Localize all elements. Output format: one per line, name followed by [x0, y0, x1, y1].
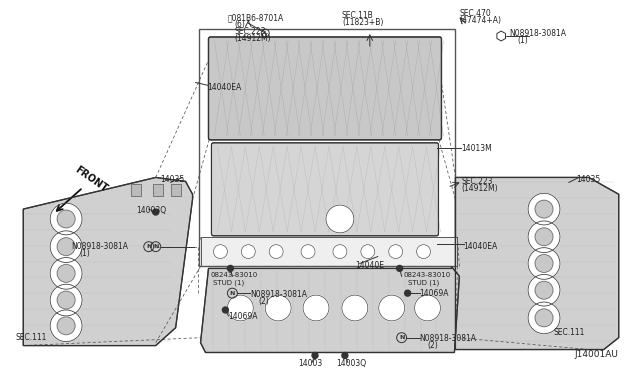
Circle shape [528, 193, 560, 225]
Text: (1): (1) [517, 36, 528, 45]
Circle shape [404, 290, 411, 296]
Circle shape [535, 281, 553, 299]
Circle shape [57, 210, 75, 228]
Circle shape [417, 245, 431, 259]
Bar [198, 29, 456, 266]
Circle shape [50, 310, 82, 341]
Circle shape [227, 266, 234, 272]
Text: STUD (1): STUD (1) [408, 279, 439, 286]
Text: 14003: 14003 [298, 359, 323, 368]
Text: Ⓑ081B6-8701A: Ⓑ081B6-8701A [227, 13, 284, 22]
Bar [153, 185, 163, 196]
Text: 14013M: 14013M [461, 144, 492, 153]
Text: (14912M): (14912M) [234, 34, 271, 43]
Circle shape [214, 245, 227, 259]
Text: N08918-3081A: N08918-3081A [420, 334, 477, 343]
Text: (6): (6) [234, 20, 245, 29]
Circle shape [415, 295, 440, 321]
Bar [200, 237, 458, 266]
Circle shape [326, 205, 354, 233]
Circle shape [379, 295, 404, 321]
Circle shape [241, 245, 255, 259]
Circle shape [57, 238, 75, 256]
Circle shape [265, 295, 291, 321]
Text: 14040EA: 14040EA [463, 242, 498, 251]
Circle shape [50, 257, 82, 289]
FancyBboxPatch shape [211, 143, 438, 236]
Circle shape [361, 245, 375, 259]
Text: N: N [230, 291, 235, 296]
Text: STUD (1): STUD (1) [214, 279, 244, 286]
Circle shape [528, 302, 560, 334]
Circle shape [528, 275, 560, 306]
Circle shape [528, 248, 560, 279]
Text: (2): (2) [428, 341, 438, 350]
Text: 08243-83010: 08243-83010 [404, 272, 451, 278]
Bar [171, 185, 180, 196]
Text: FRONT: FRONT [73, 165, 109, 194]
Text: 14003Q: 14003Q [336, 359, 366, 368]
Text: SEC.470: SEC.470 [460, 9, 491, 18]
Circle shape [342, 353, 348, 359]
Text: (11823+B): (11823+B) [342, 18, 383, 27]
Polygon shape [497, 31, 506, 41]
Circle shape [153, 209, 159, 215]
Text: 14040E: 14040E [355, 260, 384, 270]
Bar [131, 185, 141, 196]
Text: SEC.223: SEC.223 [461, 177, 493, 186]
Circle shape [535, 254, 553, 272]
Text: (14912M): (14912M) [461, 185, 498, 193]
Polygon shape [23, 177, 193, 346]
Text: N08918-3081A: N08918-3081A [71, 242, 128, 251]
Text: N: N [153, 244, 159, 249]
Circle shape [301, 245, 315, 259]
Circle shape [535, 309, 553, 327]
Text: (47474+A): (47474+A) [460, 16, 501, 25]
Circle shape [50, 231, 82, 263]
Text: 14003Q: 14003Q [136, 206, 166, 215]
Circle shape [528, 221, 560, 253]
Text: N: N [399, 335, 404, 340]
Circle shape [223, 307, 228, 313]
Circle shape [57, 264, 75, 282]
Circle shape [303, 295, 329, 321]
Circle shape [342, 295, 368, 321]
Circle shape [50, 203, 82, 235]
Text: J14001AU: J14001AU [575, 350, 619, 359]
Text: SEC.111: SEC.111 [554, 328, 586, 337]
Text: 14040EA: 14040EA [207, 83, 242, 93]
Text: 08243-83010: 08243-83010 [211, 272, 258, 278]
Circle shape [388, 245, 403, 259]
Circle shape [57, 291, 75, 309]
Circle shape [535, 200, 553, 218]
Text: SEC.111: SEC.111 [15, 333, 47, 342]
Circle shape [57, 317, 75, 335]
Circle shape [227, 295, 253, 321]
FancyBboxPatch shape [209, 37, 442, 140]
Text: 14069A: 14069A [228, 312, 258, 321]
Text: 14035: 14035 [576, 176, 600, 185]
Text: (1): (1) [79, 248, 90, 258]
Polygon shape [456, 177, 619, 350]
Text: N: N [146, 244, 152, 249]
Circle shape [333, 245, 347, 259]
Text: SEC.11B: SEC.11B [342, 11, 374, 20]
Circle shape [535, 228, 553, 246]
Circle shape [269, 245, 283, 259]
Text: (2): (2) [259, 297, 269, 306]
Text: 14069A: 14069A [420, 289, 449, 298]
Text: SEC.223: SEC.223 [234, 27, 266, 36]
Text: 14035: 14035 [161, 176, 185, 185]
Text: N08918-3081A: N08918-3081A [250, 290, 307, 299]
Circle shape [312, 353, 318, 359]
Circle shape [397, 266, 403, 272]
Circle shape [50, 284, 82, 316]
Text: N08918-3081A: N08918-3081A [509, 29, 566, 38]
Polygon shape [200, 266, 460, 353]
